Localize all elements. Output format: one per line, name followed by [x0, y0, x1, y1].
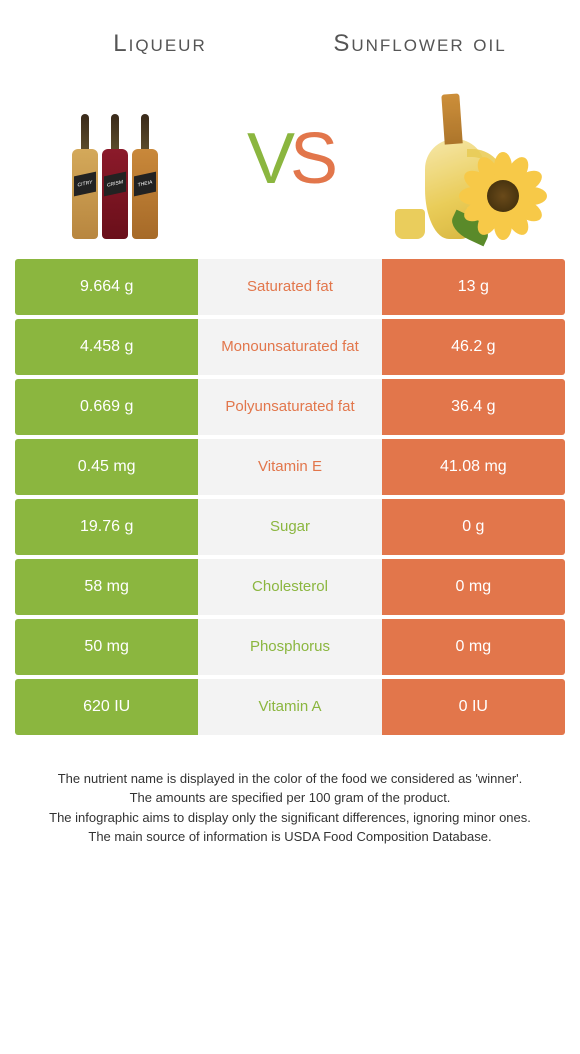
footer-line: The infographic aims to display only the…: [15, 808, 565, 828]
right-value: 0 mg: [382, 619, 565, 675]
right-product-title: Sunflower oil: [290, 20, 550, 69]
table-row: 9.664 gSaturated fat13 g: [15, 259, 565, 315]
table-row: 58 mgCholesterol0 mg: [15, 559, 565, 615]
footer-line: The nutrient name is displayed in the co…: [15, 769, 565, 789]
right-value: 0 IU: [382, 679, 565, 735]
vs-v: V: [247, 118, 290, 200]
table-row: 19.76 gSugar0 g: [15, 499, 565, 555]
left-value: 0.669 g: [15, 379, 198, 435]
header: Liqueur Sunflower oil: [0, 0, 580, 79]
footer-line: The main source of information is USDA F…: [15, 827, 565, 847]
left-value: 19.76 g: [15, 499, 198, 555]
left-value: 58 mg: [15, 559, 198, 615]
right-value: 13 g: [382, 259, 565, 315]
left-value: 0.45 mg: [15, 439, 198, 495]
left-value: 620 IU: [15, 679, 198, 735]
nutrient-table: 9.664 gSaturated fat13 g4.458 gMonounsat…: [0, 259, 580, 735]
nutrient-label: Vitamin A: [198, 679, 381, 735]
right-value: 0 g: [382, 499, 565, 555]
table-row: 4.458 gMonounsaturated fat46.2 g: [15, 319, 565, 375]
left-product-title: Liqueur: [30, 20, 290, 68]
table-row: 0.45 mgVitamin E41.08 mg: [15, 439, 565, 495]
nutrient-label: Monounsaturated fat: [198, 319, 381, 375]
table-row: 620 IUVitamin A0 IU: [15, 679, 565, 735]
right-value: 36.4 g: [382, 379, 565, 435]
table-row: 0.669 gPolyunsaturated fat36.4 g: [15, 379, 565, 435]
left-value: 50 mg: [15, 619, 198, 675]
nutrient-label: Vitamin E: [198, 439, 381, 495]
right-value: 0 mg: [382, 559, 565, 615]
nutrient-label: Phosphorus: [198, 619, 381, 675]
table-row: 50 mgPhosphorus0 mg: [15, 619, 565, 675]
vs-label: VS: [247, 118, 333, 200]
footer-notes: The nutrient name is displayed in the co…: [0, 739, 580, 847]
nutrient-label: Cholesterol: [198, 559, 381, 615]
right-value: 46.2 g: [382, 319, 565, 375]
right-value: 41.08 mg: [382, 439, 565, 495]
vs-s: S: [290, 118, 333, 200]
nutrient-label: Saturated fat: [198, 259, 381, 315]
sunflower-oil-image: [390, 79, 540, 239]
liqueur-image: CITRY CRISM THEIA: [40, 79, 190, 239]
left-value: 4.458 g: [15, 319, 198, 375]
left-value: 9.664 g: [15, 259, 198, 315]
product-images-row: CITRY CRISM THEIA VS: [0, 79, 580, 259]
nutrient-label: Polyunsaturated fat: [198, 379, 381, 435]
nutrient-label: Sugar: [198, 499, 381, 555]
footer-line: The amounts are specified per 100 gram o…: [15, 788, 565, 808]
